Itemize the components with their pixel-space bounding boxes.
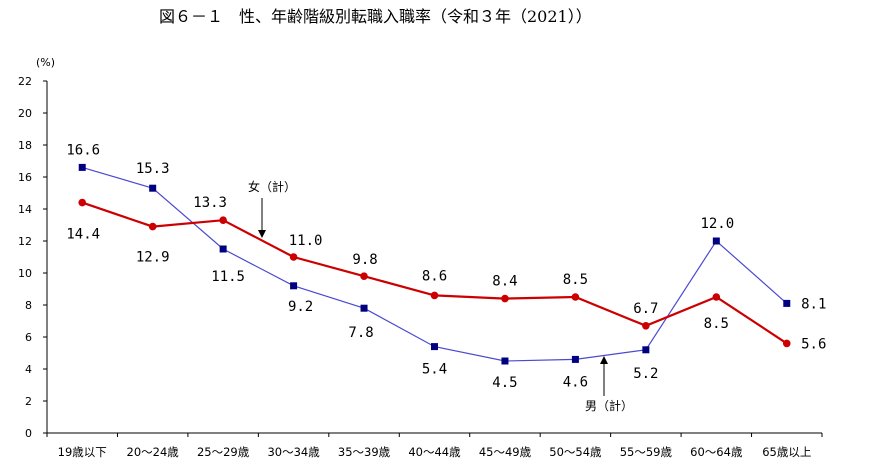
y-tick-label: 20	[18, 107, 32, 120]
male-data-label: 15.3	[136, 161, 170, 177]
female-data-label: 13.3	[193, 195, 227, 211]
female-data-label: 12.9	[136, 250, 170, 266]
y-axis-unit: (%)	[36, 56, 55, 69]
y-tick-label: 14	[18, 203, 32, 216]
x-tick-label: 65歳以上	[762, 445, 811, 459]
male-data-label: 4.5	[492, 375, 517, 391]
y-tick-label: 22	[18, 75, 32, 88]
y-tick-label: 8	[25, 299, 32, 312]
y-tick-label: 18	[18, 139, 32, 152]
male-annotation-arrow-head	[600, 356, 608, 364]
male-point	[783, 299, 791, 307]
y-tick-label: 10	[18, 267, 32, 280]
male-data-label: 12.0	[700, 216, 734, 232]
y-tick-label: 0	[25, 427, 32, 440]
female-point	[148, 222, 157, 231]
male-data-label: 16.6	[66, 142, 100, 158]
male-point	[571, 355, 579, 363]
chart-title: 図６－１ 性、年齢階級別転職入職率（令和３年（2021））	[159, 7, 592, 26]
female-point	[571, 293, 580, 301]
series-lines	[81, 166, 788, 362]
female-data-label: 6.7	[633, 301, 658, 317]
male-data-label: 9.2	[288, 299, 313, 315]
female-data-label: 8.6	[422, 268, 447, 284]
male-point	[431, 343, 438, 351]
female-point	[219, 216, 227, 224]
y-tick-label: 12	[18, 235, 32, 248]
male-data-label: 5.4	[422, 362, 447, 378]
female-point	[430, 291, 439, 300]
male-data-label: 11.5	[211, 269, 245, 285]
male-point	[219, 245, 227, 253]
y-tick-label: 16	[18, 171, 32, 184]
female-data-label: 8.5	[563, 272, 588, 288]
x-tick-label: 60～64歳	[690, 445, 743, 459]
x-tick-label: 19歳以下	[58, 445, 107, 459]
male-data-label: 5.2	[633, 366, 658, 382]
female-point	[782, 339, 791, 348]
x-tick-label: 50～54歳	[549, 445, 602, 459]
female-point	[642, 322, 650, 330]
male-series-annotation: 男（計）	[585, 398, 633, 413]
series-line-male	[82, 166, 788, 362]
female-data-label: 14.4	[66, 227, 100, 243]
female-data-label: 8.4	[492, 274, 517, 290]
female-data-label: 9.8	[352, 252, 377, 268]
y-tick-label: 4	[25, 363, 32, 376]
female-point	[289, 253, 298, 261]
male-data-label: 8.1	[801, 296, 826, 312]
x-tick-label: 25～29歳	[197, 445, 250, 459]
male-point	[501, 357, 509, 365]
x-tick-label: 55～59歳	[620, 445, 673, 459]
axes: 0 2 4 6 8 10 12 14 16 18 20 22 19歳以下 20～24歳 25～29歳 30～3…	[18, 75, 823, 459]
male-data-label: 7.8	[348, 325, 373, 341]
female-data-label: 5.6	[801, 336, 826, 352]
y-tick-label: 6	[25, 331, 32, 344]
x-tick-label: 40～44歳	[408, 445, 461, 459]
y-tick-label: 2	[25, 395, 32, 408]
female-point	[78, 198, 87, 207]
x-tick-label: 45～49歳	[479, 445, 532, 459]
male-data-label: 4.6	[563, 374, 588, 390]
male-point	[712, 237, 720, 245]
x-tick-label: 30～34歳	[267, 445, 320, 459]
x-tick-label: 20～24歳	[127, 445, 180, 459]
male-point	[78, 163, 86, 171]
female-data-label: 11.0	[289, 233, 323, 249]
female-point	[712, 293, 721, 301]
female-annotation-arrow-head	[258, 230, 266, 238]
male-point	[360, 304, 368, 312]
series-markers	[78, 163, 791, 365]
data-labels: 14.4 12.9 13.3 11.0 9.8 8.6 8.4 8.5 6.7 8.5 5.6 16.…	[66, 142, 826, 391]
female-point	[360, 272, 368, 281]
male-point	[642, 346, 650, 354]
female-data-label: 8.5	[704, 316, 729, 332]
series-annotations: 女（計） 男（計）	[248, 179, 633, 413]
male-point	[149, 184, 157, 192]
female-point	[501, 294, 509, 303]
x-tick-label: 35～39歳	[338, 445, 391, 459]
female-series-annotation: 女（計）	[248, 179, 296, 194]
male-point	[290, 282, 298, 290]
